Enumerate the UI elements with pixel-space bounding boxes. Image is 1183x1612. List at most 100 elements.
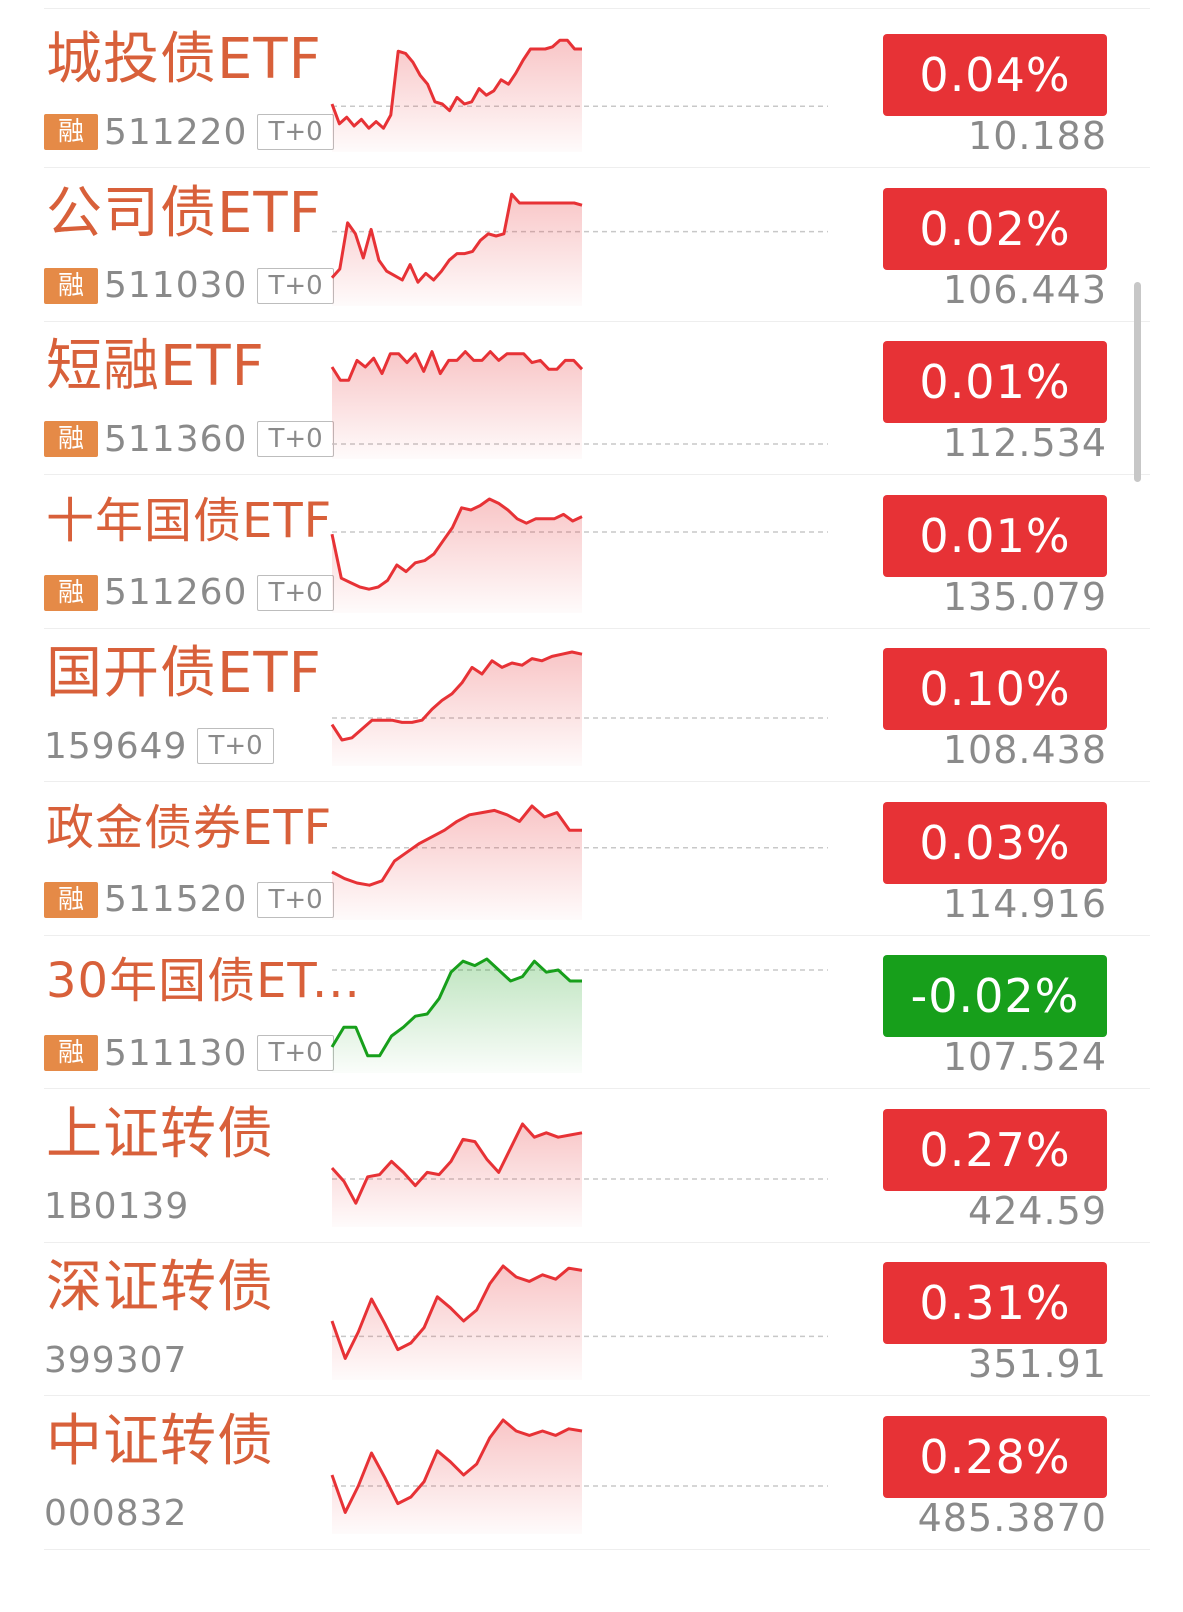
- intraday-sparkline: [330, 1418, 828, 1534]
- sparkline-area: [332, 193, 582, 306]
- margin-badge: 融: [44, 421, 98, 457]
- last-price: 351.91: [968, 1342, 1107, 1386]
- row-divider: [44, 627, 1150, 629]
- sparkline-area: [332, 959, 582, 1073]
- list-item[interactable]: 城投债ETF 融 511220 T+0 0.04% 10.188: [0, 8, 1183, 168]
- sparkline-area: [332, 351, 582, 459]
- intraday-sparkline: [330, 650, 828, 766]
- sparkline-line: [330, 650, 583, 742]
- margin-badge: 融: [44, 267, 98, 304]
- sparkline-line: [330, 1122, 583, 1205]
- last-price: 10.188: [968, 114, 1107, 158]
- security-code: 511220: [104, 111, 248, 153]
- security-meta: 融 511520 T+0: [44, 879, 334, 920]
- intraday-sparkline: [330, 192, 828, 306]
- row-divider: [44, 320, 1150, 322]
- last-price: 108.438: [942, 728, 1107, 772]
- intraday-sparkline: [330, 497, 828, 613]
- sparkline-area: [332, 1123, 582, 1227]
- list-item[interactable]: 十年国债ETF 融 511260 T+0 0.01% 135.079: [0, 469, 1183, 629]
- row-divider: [44, 1548, 1150, 1550]
- list-item[interactable]: 深证转债 399307 0.31% 351.91: [0, 1236, 1183, 1396]
- change-percent-badge[interactable]: 0.10%: [883, 648, 1107, 730]
- change-percent-badge[interactable]: 0.01%: [883, 494, 1107, 577]
- change-percent-badge[interactable]: 0.31%: [883, 1262, 1107, 1344]
- security-meta: 159649 T+0: [44, 725, 274, 767]
- t0-badge: T+0: [257, 114, 334, 150]
- intraday-sparkline: [330, 957, 828, 1073]
- security-meta: 融 511220 T+0: [44, 111, 334, 153]
- sparkline-area: [332, 805, 582, 920]
- last-price: 114.916: [942, 881, 1107, 926]
- security-meta: 1B0139: [44, 1186, 199, 1227]
- security-code: 1B0139: [44, 1186, 190, 1227]
- row-divider: [44, 1241, 1150, 1243]
- list-item[interactable]: 公司债ETF 融 511030 T+0 0.02% 106.443: [0, 162, 1183, 322]
- last-price: 424.59: [968, 1188, 1107, 1233]
- security-code: 511360: [104, 418, 248, 460]
- row-divider: [44, 781, 1150, 782]
- t0-badge: T+0: [197, 728, 274, 764]
- change-percent-badge[interactable]: 0.03%: [883, 801, 1107, 884]
- change-percent-badge[interactable]: 0.27%: [883, 1108, 1107, 1191]
- security-name: 城投债ETF: [46, 27, 322, 92]
- t0-badge: T+0: [257, 267, 334, 304]
- sparkline-line: [330, 497, 583, 591]
- security-meta: 融 511260 T+0: [44, 572, 334, 613]
- margin-badge: 融: [44, 881, 98, 918]
- list-item[interactable]: 上证转债 1B0139 0.27% 424.59: [0, 1083, 1183, 1243]
- last-price: 112.534: [942, 421, 1107, 465]
- row-divider: [44, 1088, 1150, 1089]
- list-item[interactable]: 中证转债 000832 0.28% 485.3870: [0, 1390, 1183, 1550]
- scrollbar[interactable]: [1134, 282, 1141, 482]
- security-meta: 融 511030 T+0: [44, 265, 334, 306]
- intraday-sparkline: [330, 1264, 828, 1380]
- row-divider: [44, 934, 1150, 936]
- security-name: 中证转债: [46, 1408, 274, 1474]
- sparkline-line: [330, 192, 583, 284]
- list-item[interactable]: 政金债券ETF 融 511520 T+0 0.03% 114.916: [0, 776, 1183, 936]
- row-divider: [44, 1395, 1150, 1396]
- intraday-sparkline: [330, 1122, 828, 1227]
- change-percent-badge[interactable]: -0.02%: [883, 955, 1107, 1037]
- change-percent-badge[interactable]: 0.04%: [883, 34, 1107, 116]
- security-name: 上证转债: [46, 1101, 274, 1167]
- list-item[interactable]: 30年国债ET... 融 511130 T+0 -0.02% 107.524: [0, 929, 1183, 1089]
- security-name: 十年国债ETF: [46, 492, 333, 549]
- security-name: 深证转债: [46, 1255, 274, 1320]
- change-percent-badge[interactable]: 0.01%: [883, 341, 1107, 423]
- security-meta: 融 511130 T+0: [44, 1032, 334, 1074]
- sparkline-line: [331, 804, 582, 887]
- security-name: 政金债券ETF: [46, 799, 333, 856]
- t0-badge: T+0: [257, 574, 334, 611]
- list-item[interactable]: 国开债ETF 159649 T+0 0.10% 108.438: [0, 622, 1183, 782]
- sparkline-line: [330, 350, 584, 382]
- sparkline-line: [330, 1418, 583, 1514]
- security-code: 000832: [44, 1493, 188, 1534]
- t0-badge: T+0: [257, 1035, 334, 1071]
- margin-badge: 融: [44, 114, 98, 150]
- sparkline-line: [330, 38, 582, 130]
- sparkline-area: [332, 1266, 582, 1380]
- last-price: 135.079: [942, 574, 1107, 619]
- sparkline-area: [332, 1419, 582, 1534]
- security-name: 国开债ETF: [46, 641, 322, 706]
- change-percent-badge[interactable]: 0.28%: [883, 1415, 1107, 1498]
- last-price: 106.443: [942, 267, 1107, 312]
- change-percent-badge[interactable]: 0.02%: [883, 187, 1107, 270]
- sparkline-area: [332, 652, 582, 766]
- top-divider: [44, 8, 1150, 9]
- row-divider: [44, 167, 1150, 168]
- security-meta: 000832: [44, 1493, 197, 1534]
- security-code: 511260: [104, 572, 248, 613]
- list-item[interactable]: 短融ETF 融 511360 T+0 0.01% 112.534: [0, 315, 1183, 475]
- security-code: 511130: [104, 1032, 248, 1074]
- security-name: 公司债ETF: [46, 180, 322, 246]
- intraday-sparkline: [330, 38, 828, 153]
- intraday-sparkline: [330, 350, 828, 459]
- margin-badge: 融: [44, 574, 98, 611]
- row-divider: [44, 474, 1150, 475]
- security-code: 511030: [104, 265, 248, 306]
- intraday-sparkline: [331, 804, 828, 920]
- security-code: 159649: [44, 725, 188, 767]
